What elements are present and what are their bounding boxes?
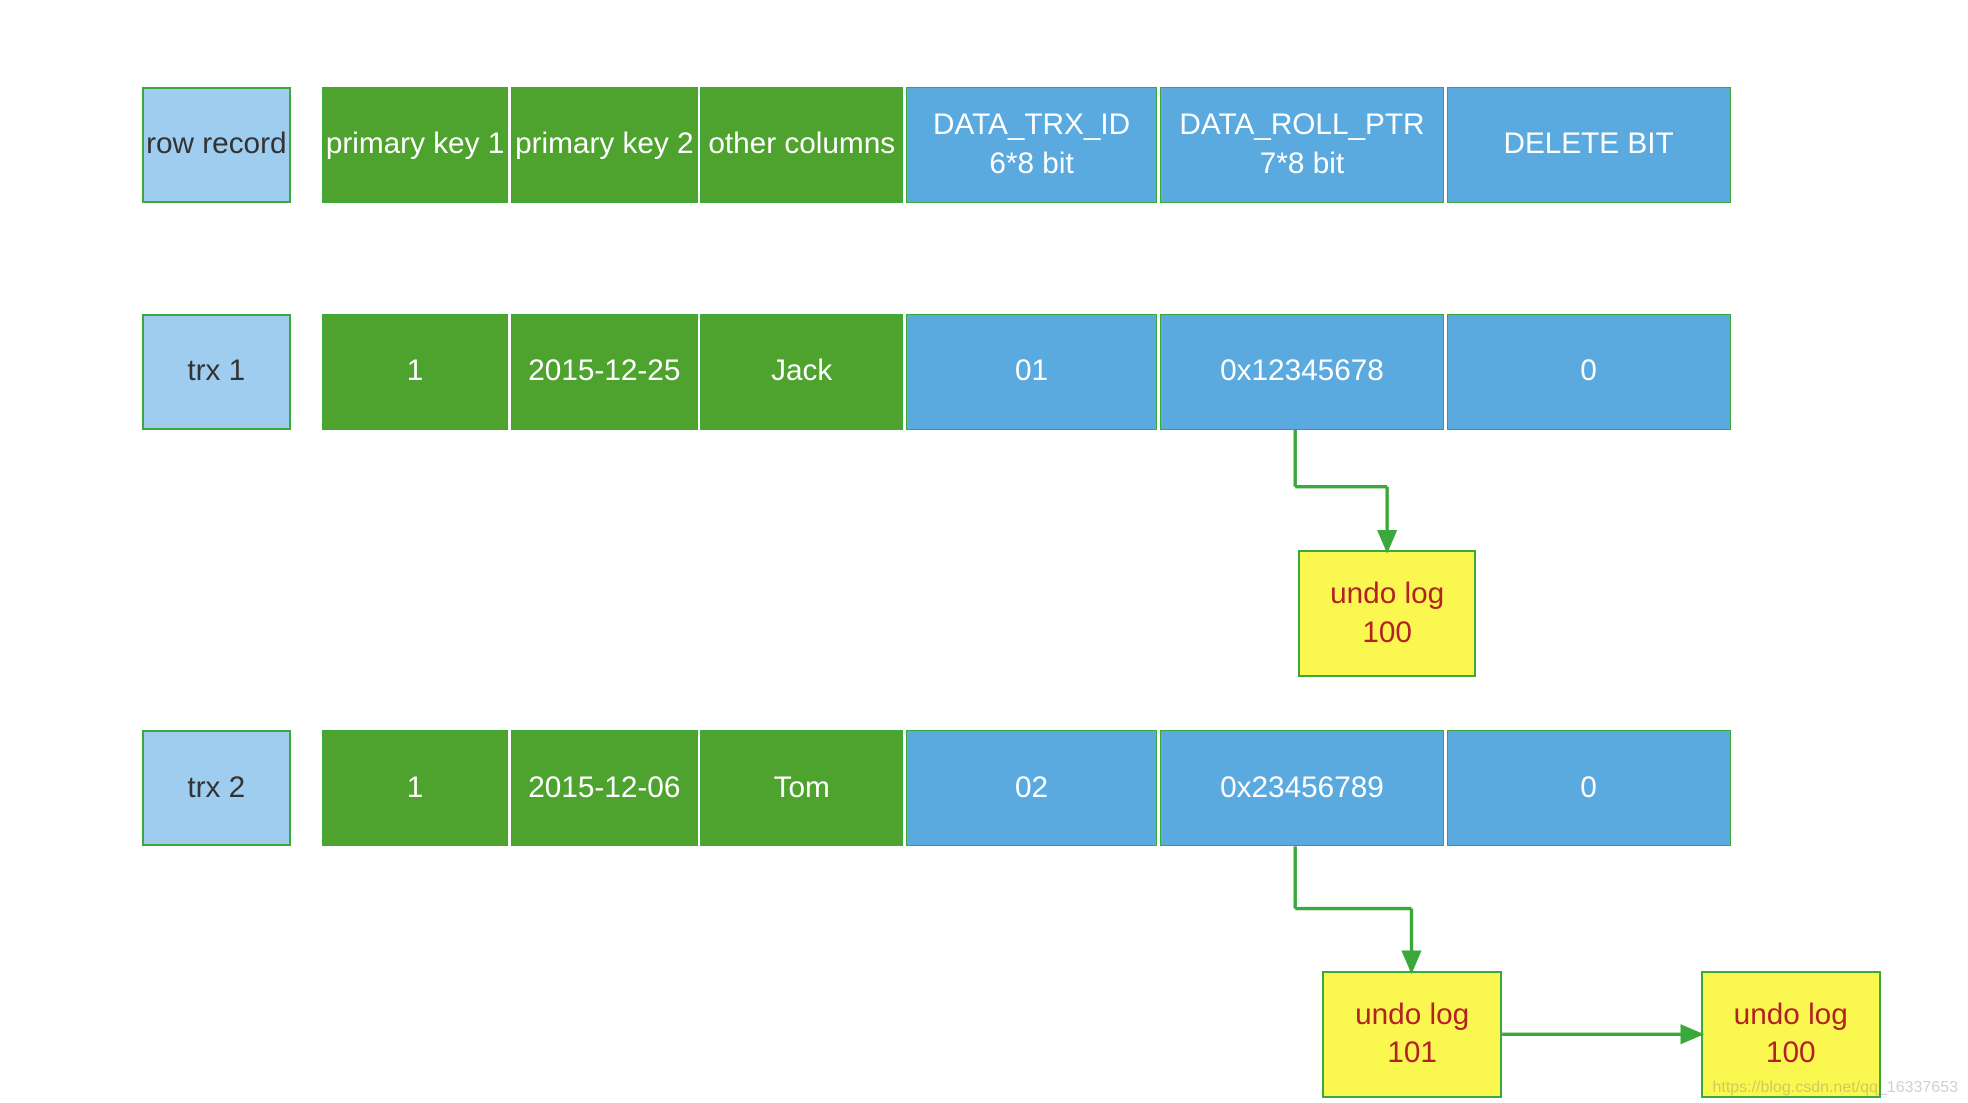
cell-trx1-2: Jack [700,314,903,430]
cell-trx2-5: 0 [1447,730,1731,846]
row-label-header: row record [142,87,291,203]
cell-trx1-1: 2015-12-25 [511,314,698,430]
cell-trx2-3: 02 [906,730,1157,846]
cell-trx1-4: 0x12345678 [1160,314,1444,430]
undo-log-101: undo log 101 [1322,971,1502,1098]
cell-header-4: DATA_ROLL_PTR 7*8 bit [1160,87,1444,203]
cell-trx2-1: 2015-12-06 [511,730,698,846]
cell-trx2-2: Tom [700,730,903,846]
cell-header-2: other columns [700,87,903,203]
undo-log-100-a: undo log 100 [1298,550,1476,677]
cell-trx2-0: 1 [322,730,509,846]
cell-trx1-5: 0 [1447,314,1731,430]
cell-header-5: DELETE BIT [1447,87,1731,203]
cell-trx1-0: 1 [322,314,509,430]
cell-trx2-4: 0x23456789 [1160,730,1444,846]
cell-header-3: DATA_TRX_ID 6*8 bit [906,87,1157,203]
cell-header-0: primary key 1 [322,87,509,203]
cell-header-1: primary key 2 [511,87,698,203]
diagram-canvas: row record primary key 1primary key 2othe… [0,0,1968,1103]
row-label-trx1: trx 1 [142,314,291,430]
row-label-trx2: trx 2 [142,730,291,846]
cell-trx1-3: 01 [906,314,1157,430]
watermark: https://blog.csdn.net/qq_16337653 [1712,1079,1958,1097]
